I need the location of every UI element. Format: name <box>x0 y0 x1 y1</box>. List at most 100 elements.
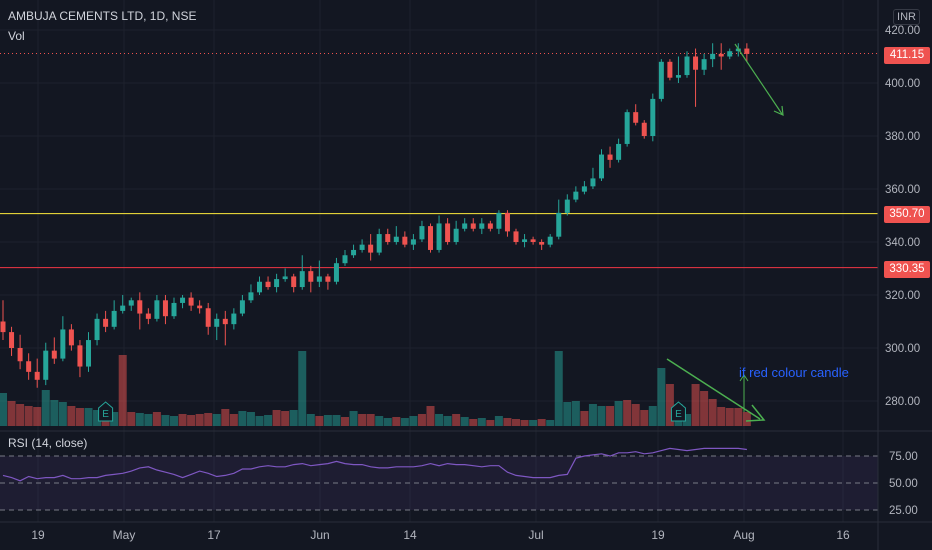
candle-body <box>556 212 562 237</box>
candle-body <box>624 112 630 144</box>
forecast-arrow-head <box>773 105 784 116</box>
candle <box>581 181 587 195</box>
time-tick-label: 19 <box>31 528 45 542</box>
volume-bar <box>512 419 520 426</box>
candle-body <box>436 223 442 250</box>
volume-bar <box>298 351 307 426</box>
candle-body <box>693 56 699 70</box>
volume-bar <box>400 418 409 426</box>
candle-body <box>274 279 280 288</box>
candle <box>547 234 553 248</box>
candle-body <box>162 300 168 317</box>
candle-body <box>299 271 305 288</box>
volume-bar <box>84 408 93 426</box>
candle-body <box>504 212 510 232</box>
candle-body <box>248 292 254 301</box>
volume-bar <box>717 407 726 426</box>
earnings-icon <box>98 401 114 422</box>
volume-bar <box>614 401 623 426</box>
candle <box>693 48 699 107</box>
candle-body <box>333 263 339 282</box>
candle <box>77 340 83 378</box>
earnings-letter: E <box>675 409 682 420</box>
candle <box>128 297 134 311</box>
volume-bar <box>110 412 119 426</box>
candle <box>359 239 365 253</box>
candle <box>351 244 357 258</box>
candle <box>445 218 451 245</box>
volume-bar <box>135 413 144 426</box>
candle-body <box>522 239 528 242</box>
candle-body <box>445 223 451 242</box>
volume-bar <box>187 415 196 426</box>
volume-bar <box>358 414 367 426</box>
candle-body <box>530 239 536 242</box>
candle <box>291 273 297 293</box>
candle <box>402 231 408 248</box>
candle-body <box>710 53 716 60</box>
candle <box>487 220 493 232</box>
candle <box>393 226 399 245</box>
volume-bar <box>289 410 298 426</box>
candle <box>265 276 271 290</box>
candle <box>590 167 596 189</box>
candle-body <box>231 313 237 325</box>
candle <box>342 249 348 266</box>
volume-bar <box>264 415 273 426</box>
volume-bar <box>469 419 478 426</box>
volume-bar <box>563 402 572 426</box>
candle-body <box>351 249 357 256</box>
volume-bar <box>152 412 161 426</box>
candle-body <box>539 242 545 245</box>
candle <box>9 326 15 356</box>
rsi-band <box>0 456 878 510</box>
candle-body <box>205 308 211 327</box>
candle <box>137 292 143 330</box>
candle <box>68 324 74 351</box>
candle <box>17 334 23 370</box>
candle <box>248 284 254 303</box>
candle-body <box>658 61 664 99</box>
volume-bar <box>281 411 290 426</box>
candle-body <box>667 61 673 78</box>
price-tick-label: 360.00 <box>885 184 920 196</box>
candle-body <box>9 332 15 348</box>
candle <box>650 93 656 142</box>
candle-body <box>94 318 100 341</box>
candle-body <box>547 236 553 245</box>
price-tick-label: 380.00 <box>885 131 920 143</box>
candle <box>718 43 724 70</box>
volume-bar <box>221 409 230 426</box>
candle <box>257 276 262 295</box>
volume-bar <box>648 406 657 426</box>
last-price-tag: 411.15 <box>884 47 930 64</box>
chart-grid <box>0 0 878 522</box>
candle <box>316 260 322 288</box>
candle <box>180 295 186 309</box>
volume-bar <box>93 410 102 426</box>
currency-badge[interactable]: INR <box>893 9 920 25</box>
candle <box>428 223 433 253</box>
volume-bar <box>691 384 700 426</box>
volume-bar <box>229 414 238 426</box>
candle-body <box>744 48 750 54</box>
candle-body <box>291 276 297 288</box>
candle <box>599 149 604 182</box>
candle-body <box>513 231 519 242</box>
candle <box>120 295 126 314</box>
forecast-arrow-line <box>734 43 783 115</box>
volume-bar <box>204 413 213 426</box>
candle <box>513 228 519 245</box>
candle-body <box>51 350 57 359</box>
volume-bar <box>426 406 435 426</box>
annotation-text: if red colour candle <box>739 365 849 380</box>
candle <box>376 228 382 256</box>
volume-bar <box>144 414 153 426</box>
candle-body <box>419 226 425 240</box>
volume-bar <box>700 391 709 426</box>
volume-bar <box>341 417 349 426</box>
time-tick-label: 14 <box>403 528 417 542</box>
